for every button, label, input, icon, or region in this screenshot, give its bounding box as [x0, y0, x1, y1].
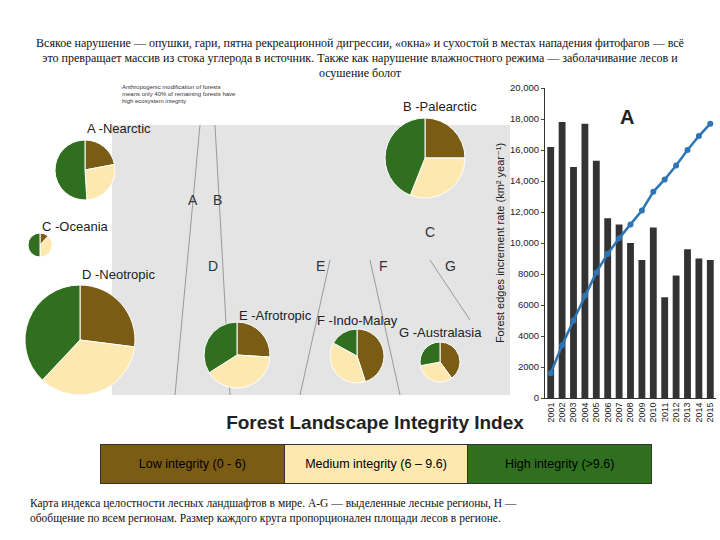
svg-text:2007: 2007 — [614, 403, 624, 423]
svg-text:2014: 2014 — [694, 403, 704, 423]
svg-text:G -Australasia: G -Australasia — [399, 325, 482, 340]
svg-text:F -Indo-Malay: F -Indo-Malay — [317, 313, 398, 328]
svg-text:18,000: 18,000 — [510, 113, 539, 124]
svg-text:8000: 8000 — [518, 268, 539, 279]
svg-text:0: 0 — [534, 392, 539, 403]
svg-text:B: B — [213, 192, 222, 208]
svg-text:16,000: 16,000 — [510, 144, 539, 155]
svg-text:10,000: 10,000 — [510, 237, 539, 248]
svg-text:D: D — [208, 258, 218, 274]
svg-text:2008: 2008 — [625, 403, 635, 423]
svg-text:2004: 2004 — [580, 403, 590, 423]
html-text:Anthropogenic modification of: Anthropogenic modification of forests me… — [122, 84, 236, 105]
svg-text:2013: 2013 — [682, 403, 692, 423]
svg-text:A -Nearctic: A -Nearctic — [87, 121, 151, 136]
svg-text:2011: 2011 — [660, 403, 670, 422]
svg-text:2012: 2012 — [671, 403, 681, 423]
svg-text:E -Afrotropic: E -Afrotropic — [239, 308, 312, 323]
svg-text:2010: 2010 — [648, 403, 658, 423]
svg-text:14,000: 14,000 — [510, 175, 539, 186]
svg-text:2003: 2003 — [568, 403, 578, 423]
svg-text:2000: 2000 — [518, 361, 539, 372]
svg-text:A: A — [188, 192, 198, 208]
svg-text:2006: 2006 — [603, 403, 613, 423]
svg-text:C: C — [425, 224, 435, 240]
svg-text:B -Palearctic: B -Palearctic — [403, 99, 477, 114]
svg-text:20,000: 20,000 — [510, 82, 539, 93]
svg-text:2015: 2015 — [705, 403, 715, 423]
html-text:High integrity (>9.6): High integrity (>9.6) — [505, 457, 615, 471]
svg-text:2009: 2009 — [637, 403, 647, 423]
html-text:Medium integrity (6 – 9.6): Medium integrity (6 – 9.6) — [305, 457, 447, 471]
svg-text:4000: 4000 — [518, 330, 539, 341]
svg-text:E: E — [316, 258, 325, 274]
svg-text:12,000: 12,000 — [510, 206, 539, 217]
svg-text:A: A — [620, 106, 634, 128]
svg-text:6000: 6000 — [518, 299, 539, 310]
svg-text:2001: 2001 — [546, 403, 556, 423]
html-text:Forest Landscape Integrity Ind: Forest Landscape Integrity Index — [226, 412, 524, 433]
html-text:Всякое нарушение — опушки, гар: Всякое нарушение — опушки, гари, пятна р… — [36, 36, 684, 80]
svg-text:Forest edges increment rate (k: Forest edges increment rate (km² year⁻¹) — [494, 143, 506, 343]
svg-text:C -Oceania: C -Oceania — [42, 219, 109, 234]
html-text:Low integrity (0 - 6): Low integrity (0 - 6) — [138, 457, 246, 471]
svg-text:2005: 2005 — [591, 403, 601, 423]
svg-text:F: F — [379, 258, 388, 274]
svg-text:D -Neotropic: D -Neotropic — [82, 267, 155, 282]
svg-text:G: G — [445, 258, 456, 274]
svg-text:2002: 2002 — [557, 403, 567, 423]
html-text:Карта индекса целостности лесн: Карта индекса целостности лесных ландшаф… — [30, 497, 517, 524]
